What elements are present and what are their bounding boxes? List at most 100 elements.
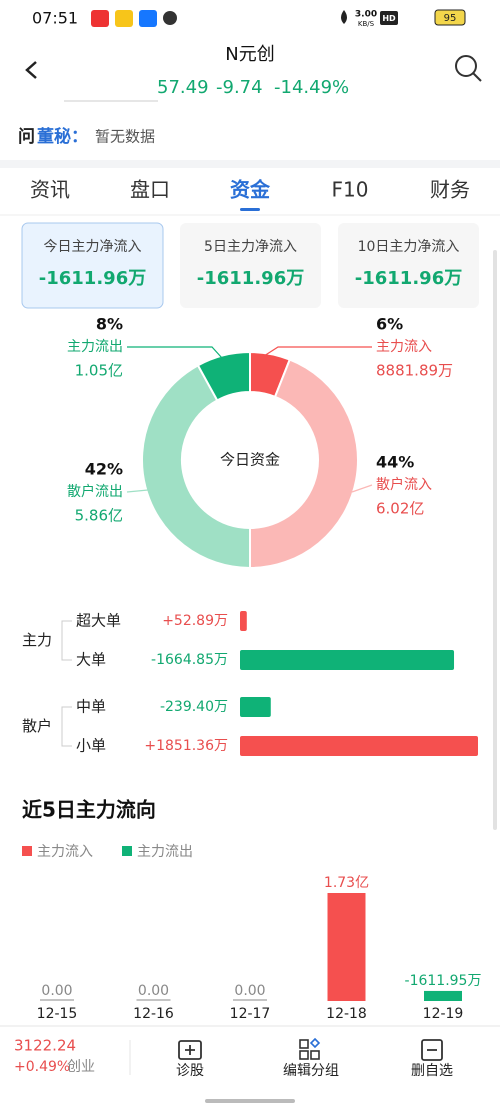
flow-card-value: -1611.96万 (355, 268, 462, 289)
flow-card-title: 今日主力净流入 (44, 239, 142, 255)
segment-percent: 44% (376, 453, 414, 472)
flow-card-value: -1611.96万 (39, 268, 146, 289)
flow-card[interactable] (180, 223, 321, 308)
search-icon[interactable] (455, 55, 477, 77)
segment-amount: 5.86亿 (75, 507, 123, 525)
donut-center: 今日资金 (220, 451, 280, 469)
order-group: 散户 (22, 717, 52, 735)
order-value: +1851.36万 (144, 738, 228, 754)
leader-line (351, 484, 373, 493)
flow-card-title: 5日主力净流入 (204, 239, 297, 255)
secretary-text: 暂无数据 (95, 128, 155, 146)
donut-segment (196, 350, 251, 402)
price: 57.49 (157, 77, 209, 98)
diagnose-icon (178, 1040, 202, 1060)
battery-level: 95 (444, 13, 457, 24)
search-icon-handle (472, 72, 482, 82)
segment-name: 散户流入 (376, 476, 432, 493)
bottom-action[interactable]: 诊股 (176, 1063, 204, 1079)
diagnose-icon (185, 1045, 195, 1055)
app-icon (139, 10, 157, 27)
secretary-prefix: 问 (18, 126, 35, 147)
bottom-action[interactable]: 编辑分组 (283, 1063, 339, 1079)
remove-icon (421, 1039, 443, 1061)
order-name: 中单 (76, 698, 106, 716)
order-value: +52.89万 (162, 613, 228, 629)
price-change-pct: -14.49% (274, 77, 349, 98)
legend-label: 主力流出 (137, 844, 193, 860)
net-speed-unit: KB/S (358, 20, 375, 28)
tab-indicator (240, 208, 260, 211)
group-icon (299, 1039, 309, 1049)
order-bar (240, 650, 455, 670)
donut-segment (141, 363, 251, 570)
segment-amount: 6.02亿 (376, 500, 424, 518)
segment-percent: 42% (85, 460, 123, 479)
index-name: 创业 (67, 1059, 95, 1075)
tab[interactable]: 盘口 (130, 178, 170, 202)
clock: 07:51 (32, 9, 78, 28)
segment-percent: 6% (376, 315, 403, 334)
stock-name: N元创 (225, 44, 274, 65)
flow-card-title: 10日主力净流入 (358, 239, 460, 255)
legend-label: 主力流入 (37, 844, 93, 860)
index-change: +0.49% (14, 1059, 70, 1075)
tab[interactable]: 资金 (230, 178, 271, 202)
back-icon[interactable] (25, 61, 37, 79)
trend-value: 0.00 (138, 983, 169, 999)
order-bar (240, 611, 247, 631)
group-bracket (61, 620, 72, 661)
tab[interactable]: 财务 (430, 178, 470, 202)
segment-name: 散户流出 (67, 483, 123, 500)
flow-card-value: -1611.96万 (197, 268, 304, 289)
leader-line (127, 346, 223, 359)
trend-bar (327, 893, 366, 1001)
order-value: -1664.85万 (151, 652, 228, 668)
group-bracket (61, 706, 72, 747)
order-bar (240, 736, 478, 756)
data-icon (341, 10, 347, 24)
tab[interactable]: 资讯 (30, 178, 70, 202)
trend-category: 12-19 (423, 1006, 464, 1022)
trend-title: 近5日主力流向 (22, 798, 156, 822)
order-name: 小单 (76, 737, 106, 755)
hd-label: HD (382, 14, 396, 23)
battery-icon (434, 9, 466, 26)
leader-line (263, 346, 372, 357)
hd-badge (380, 11, 398, 25)
scrollbar (493, 250, 497, 830)
app-icon (115, 10, 133, 27)
flow-card[interactable] (338, 223, 479, 308)
order-bar (240, 697, 271, 717)
segment-name: 主力流入 (376, 339, 432, 355)
order-name: 大单 (76, 651, 106, 669)
trend-bar (424, 990, 462, 1001)
app-icon (91, 10, 109, 27)
tab[interactable]: F10 (332, 178, 369, 202)
net-speed: 3.00 (355, 10, 377, 20)
segment-amount: 8881.89万 (376, 362, 453, 380)
secretary-name: 董秘： (37, 126, 88, 147)
trend-value: -1611.95万 (405, 973, 482, 989)
order-group: 主力 (22, 631, 52, 649)
trend-value: 0.00 (234, 983, 265, 999)
trend-category: 12-15 (37, 1006, 78, 1022)
home-indicator (205, 1099, 295, 1103)
legend-swatch (22, 846, 32, 856)
nav-bar (0, 1086, 500, 1111)
segment-percent: 8% (96, 315, 123, 334)
order-name: 超大单 (76, 612, 121, 630)
bottom-action[interactable]: 删自选 (411, 1063, 453, 1079)
index-value: 3122.24 (14, 1037, 76, 1055)
leader-line (126, 489, 149, 493)
trend-value: 1.73亿 (324, 875, 369, 891)
trend-category: 12-16 (133, 1006, 174, 1022)
flow-card[interactable] (21, 222, 164, 309)
trend-value: 0.00 (41, 983, 72, 999)
app-icon (163, 11, 177, 25)
group-icon (299, 1050, 309, 1060)
order-value: -239.40万 (160, 699, 228, 715)
price-change: -9.74 (216, 77, 263, 98)
